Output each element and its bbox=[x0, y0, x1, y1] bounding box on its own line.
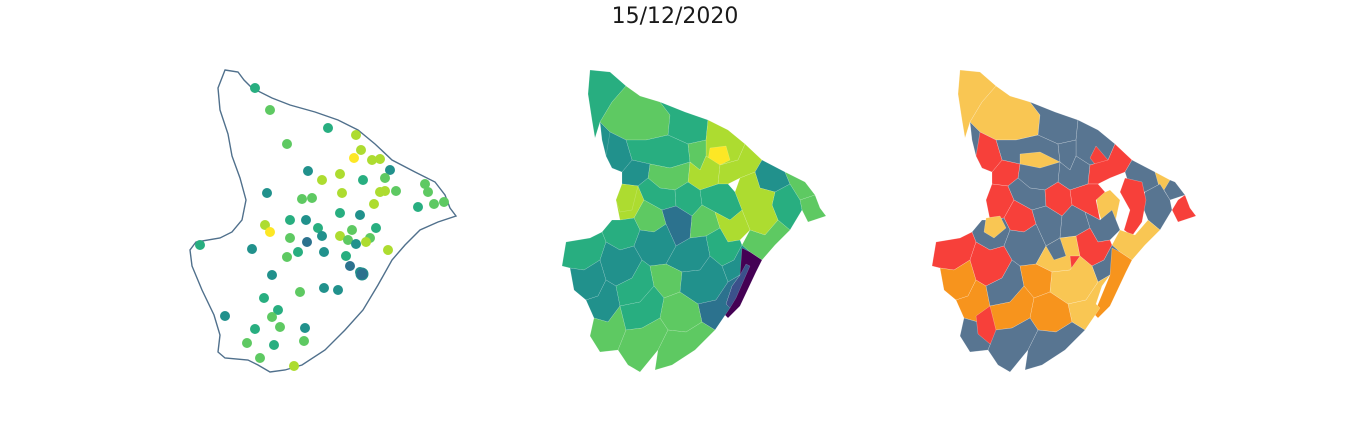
station-point bbox=[380, 173, 390, 183]
station-map-svg bbox=[189, 69, 458, 373]
figure-title: 15/12/2020 bbox=[611, 4, 739, 29]
station-point bbox=[317, 175, 327, 185]
station-point bbox=[369, 199, 379, 209]
station-point bbox=[429, 199, 439, 209]
region bbox=[654, 321, 716, 371]
region bbox=[1045, 237, 1067, 261]
station-point bbox=[301, 215, 311, 225]
station-point bbox=[220, 311, 230, 321]
station-point bbox=[275, 322, 285, 332]
station-point bbox=[293, 247, 303, 257]
station-point bbox=[297, 194, 307, 204]
station-point bbox=[356, 145, 366, 155]
station-point bbox=[358, 175, 368, 185]
station-point bbox=[439, 197, 449, 207]
station-point bbox=[250, 83, 260, 93]
station-point bbox=[385, 165, 395, 175]
station-point bbox=[413, 202, 423, 212]
station-point bbox=[341, 251, 351, 261]
region bbox=[1163, 179, 1186, 201]
station-point bbox=[351, 239, 361, 249]
station-point bbox=[267, 270, 277, 280]
classes-svg bbox=[931, 69, 1197, 373]
region bbox=[697, 274, 741, 331]
region bbox=[741, 219, 791, 261]
station-points-map bbox=[180, 60, 480, 390]
station-point bbox=[319, 247, 329, 257]
region bbox=[975, 131, 1003, 173]
station-point bbox=[255, 353, 265, 363]
station-point bbox=[391, 186, 401, 196]
station-point bbox=[335, 231, 345, 241]
station-point bbox=[302, 237, 312, 247]
station-point bbox=[380, 186, 390, 196]
station-point bbox=[371, 223, 381, 233]
station-point bbox=[313, 223, 323, 233]
station-point bbox=[295, 287, 305, 297]
station-point bbox=[307, 193, 317, 203]
station-point bbox=[333, 285, 343, 295]
state-outline bbox=[189, 69, 458, 373]
station-point bbox=[267, 312, 277, 322]
station-point bbox=[423, 187, 433, 197]
station-point bbox=[420, 179, 430, 189]
station-point bbox=[375, 154, 385, 164]
station-point bbox=[355, 210, 365, 220]
station-point bbox=[269, 340, 279, 350]
region bbox=[1171, 194, 1197, 223]
region bbox=[605, 131, 633, 173]
station-point bbox=[347, 225, 357, 235]
station-point bbox=[367, 155, 377, 165]
station-point bbox=[282, 252, 292, 262]
station-point bbox=[349, 153, 359, 163]
station-point bbox=[247, 244, 257, 254]
station-point bbox=[273, 305, 283, 315]
station-point bbox=[355, 267, 369, 281]
classified-choropleth-map bbox=[920, 60, 1220, 390]
station-point bbox=[323, 123, 333, 133]
station-point bbox=[337, 188, 347, 198]
station-point bbox=[345, 261, 355, 271]
station-point bbox=[335, 169, 345, 179]
choropleth-svg bbox=[561, 69, 827, 373]
station-point bbox=[195, 240, 205, 250]
station-point bbox=[319, 283, 329, 293]
station-point bbox=[383, 245, 393, 255]
station-point bbox=[299, 336, 309, 346]
station-point bbox=[361, 237, 371, 247]
station-point bbox=[351, 130, 361, 140]
station-point bbox=[282, 139, 292, 149]
station-point bbox=[265, 227, 275, 237]
station-point bbox=[289, 361, 299, 371]
region bbox=[615, 183, 639, 213]
region bbox=[1093, 247, 1133, 319]
region bbox=[1067, 274, 1111, 331]
interpolated-choropleth-map bbox=[550, 60, 850, 390]
region bbox=[1024, 321, 1086, 371]
station-point bbox=[285, 233, 295, 243]
station-point bbox=[303, 166, 313, 176]
station-point bbox=[285, 215, 295, 225]
station-point bbox=[242, 338, 252, 348]
station-points bbox=[195, 83, 449, 371]
station-point bbox=[335, 208, 345, 218]
region bbox=[983, 215, 1007, 239]
station-point bbox=[250, 324, 260, 334]
region bbox=[799, 194, 827, 223]
region bbox=[1069, 183, 1106, 221]
station-point bbox=[262, 188, 272, 198]
station-point bbox=[259, 293, 269, 303]
region bbox=[1111, 219, 1161, 261]
station-point bbox=[260, 220, 270, 230]
station-point bbox=[300, 323, 310, 333]
station-point bbox=[317, 231, 327, 241]
station-point bbox=[343, 235, 353, 245]
station-point bbox=[265, 105, 275, 115]
